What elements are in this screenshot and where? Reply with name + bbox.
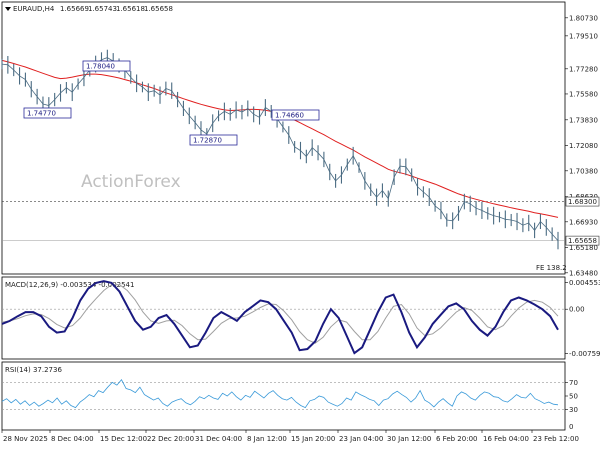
price-annotation-box: [23, 107, 72, 119]
header-close: 1.65658: [144, 5, 173, 13]
price-y-tick-label: 1.73830: [569, 116, 598, 124]
price-y-tick-label: 1.63480: [569, 269, 598, 277]
macd-y-tick-label: 0.00: [569, 306, 585, 314]
price-level-box: [565, 196, 600, 207]
price-annotations: 1.78040 1.74770 1.72870 1.74660 FE 138.2: [23, 60, 567, 272]
x-tick-label: 30 Jan 12:00: [387, 435, 431, 443]
price-y-tick-label: 1.77280: [569, 65, 598, 73]
rsi-series: [1, 378, 559, 409]
rsi-line: [1, 378, 559, 409]
macd-y-axis: 0.004553 0.00 -0.007593: [2, 279, 600, 358]
price-annotation-label: 1.72870: [193, 137, 222, 145]
price-y-tick-label: 1.65180: [569, 244, 598, 252]
x-tick-label: 15 Jan 20:00: [291, 435, 335, 443]
dropdown-triangle-icon[interactable]: [5, 7, 11, 11]
price-y-tick-label: 1.66930: [569, 218, 598, 226]
rsi-title: RSI(14) 37.2736: [5, 366, 62, 374]
price-panel-frame: [1, 1, 566, 275]
price-level-box: [565, 235, 600, 246]
price-y-tick-label: 1.75580: [569, 90, 598, 98]
price-levels: 1.68300 1.65658: [2, 196, 600, 246]
price-y-axis: 1.80730 1.79510 1.77280 1.75580 1.73830 1.720…: [565, 14, 598, 277]
rsi-y-axis: 70 50 30 0: [2, 379, 578, 431]
rsi-y-tick-label: 50: [569, 393, 578, 401]
x-tick-label: 23 Jan 04:00: [339, 435, 383, 443]
x-tick-label: 8 Dec 04:00: [51, 435, 94, 443]
price-y-tick-label: 1.79510: [569, 32, 598, 40]
header-low: 1.65618: [116, 5, 145, 13]
macd-main-line: [1, 280, 559, 355]
x-tick-label: 22 Dec 20:00: [147, 435, 194, 443]
header-open: 1.65669: [60, 5, 89, 13]
macd-y-tick-label: 0.004553: [569, 279, 600, 287]
price-y-tick-label: 1.72080: [569, 142, 598, 150]
price-annotation-box: [189, 134, 238, 146]
price-series: [1, 49, 559, 250]
x-tick-label: 31 Dec 04:00: [195, 435, 242, 443]
rsi-y-tick-label: 0: [569, 423, 573, 431]
header-high: 1.65743: [88, 5, 117, 13]
price-y-tick-label: 1.70380: [569, 167, 598, 175]
time-x-axis: 28 Nov 2025 8 Dec 04:00 15 Dec 12:00 22 Dec…: [1, 430, 579, 443]
price-annotation-box: [82, 60, 131, 72]
x-tick-label: 15 Dec 12:00: [100, 435, 147, 443]
macd-title: MACD(12,26,9) -0.003534 -0.002541: [5, 281, 134, 289]
macd-series: [1, 280, 559, 355]
price-y-tick-label: 1.80730: [569, 14, 598, 22]
fibonacci-extension-label: FE 138.2: [536, 264, 567, 272]
rsi-panel-frame: [1, 361, 566, 431]
macd-signal-line: [1, 284, 559, 344]
moving-average-path: [1, 59, 559, 218]
price-annotation-label: 1.74660: [275, 112, 304, 120]
x-tick-label: 6 Feb 20:00: [436, 435, 477, 443]
price-line: [1, 57, 559, 241]
watermark-text: ActionForex: [81, 172, 181, 192]
x-tick-label: 28 Nov 2025: [3, 435, 48, 443]
price-annotation-box: [271, 109, 320, 121]
x-tick-label: 8 Jan 12:00: [247, 435, 287, 443]
header-symbol: EURAUD,H4: [13, 5, 55, 13]
price-annotation-label: 1.78040: [86, 63, 115, 71]
macd-panel-frame: [1, 276, 566, 360]
rsi-y-tick-label: 30: [569, 406, 578, 414]
price-level-label: 1.68300: [568, 198, 597, 206]
price-level-label: 1.65658: [568, 237, 597, 245]
macd-y-tick-label: -0.007593: [569, 350, 600, 358]
x-tick-label: 23 Feb 12:00: [533, 435, 579, 443]
price-annotation-label: 1.74770: [27, 110, 56, 118]
moving-average-line: [1, 59, 559, 218]
x-tick-label: 16 Feb 04:00: [483, 435, 529, 443]
rsi-y-tick-label: 70: [569, 379, 578, 387]
